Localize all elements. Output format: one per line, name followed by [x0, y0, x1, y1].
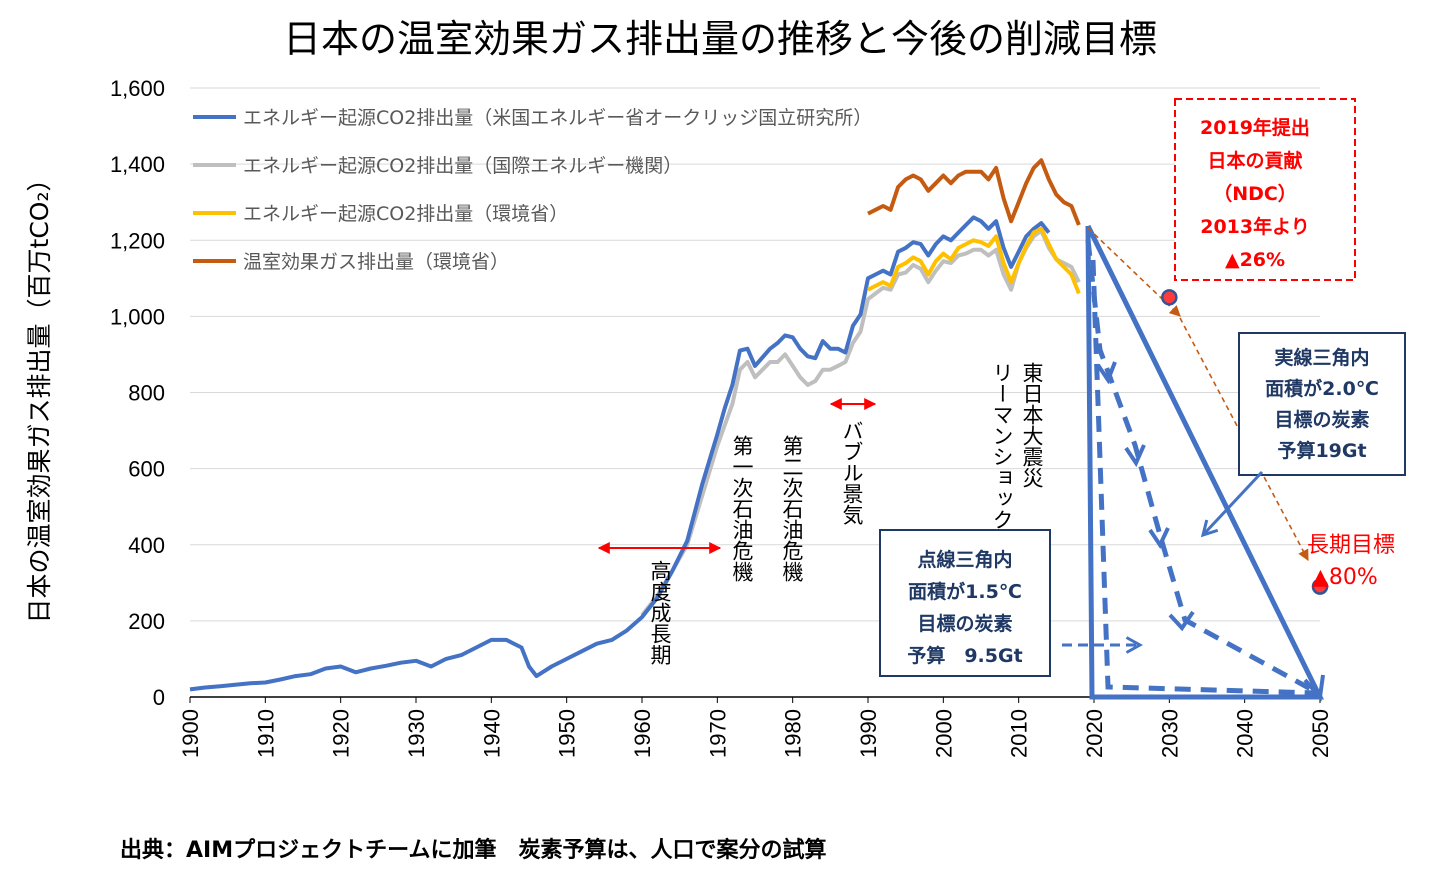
carbon-budget-triangles — [1085, 224, 1325, 702]
ndc-box-text: 2019年提出日本の貢献 （NDC） 2013年より ▲26% — [1200, 116, 1310, 271]
box-line: ▲26% — [1225, 249, 1285, 271]
annotation-kodo-seichoki: 高度成長期 — [648, 560, 672, 665]
legend-entry: エネルギー起源CO2排出量（国際エネルギー機関） — [243, 155, 682, 177]
box-line: 実線三角内 — [1274, 346, 1369, 369]
x-tick-label: 1940 — [479, 709, 504, 758]
annotation-oil-crisis-1: 第一次石油危機 — [730, 435, 754, 582]
dotted-budget-arrowhead-4 — [1168, 610, 1195, 632]
x-tick-label: 1920 — [329, 709, 354, 758]
box-line: 予算19Gt — [1277, 439, 1366, 462]
legend-entry: エネルギー起源CO2排出量（米国エネルギー省オークリッジ国立研究所） — [243, 107, 872, 129]
box-line: 2019年提出 — [1200, 116, 1310, 139]
y-tick-labels: 0 200 400 600 800 1,000 1,200 1,400 1,600 — [110, 76, 165, 710]
box-line: 日本の貢献 — [1207, 149, 1302, 172]
box-line: 点線三角内 — [917, 548, 1012, 571]
x-tick-label: 1990 — [856, 709, 881, 758]
box-line: 面積が2.0℃ — [1265, 377, 1379, 400]
x-tick-label: 1930 — [404, 709, 429, 758]
x-tick-label: 1980 — [781, 709, 806, 758]
annotation-oil-crisis-2: 第二次石油危機 — [780, 435, 804, 582]
y-tick-label: 600 — [128, 457, 165, 482]
solid-budget-box-frame — [1238, 332, 1406, 476]
series-line — [867, 226, 1081, 295]
y-tick-label: 1,600 — [110, 76, 165, 101]
gridlines — [190, 87, 1320, 698]
series-line — [867, 158, 1081, 226]
y-tick-label: 400 — [128, 533, 165, 558]
legend: エネルギー起源CO2排出量（米国エネルギー省オークリッジ国立研究所） エネルギー起… — [193, 107, 872, 273]
x-tick-label: 2040 — [1233, 709, 1258, 758]
dotted-budget-base — [1090, 259, 1319, 696]
target-points — [1161, 289, 1329, 595]
long-term-target-label: 長期目標 — [1307, 533, 1395, 558]
y-tick-label: 0 — [153, 685, 165, 710]
legend-entry: 温室効果ガス排出量（環境省） — [243, 251, 509, 273]
ndc-box-frame — [1174, 98, 1356, 281]
y-tick-label: 200 — [128, 609, 165, 634]
annotation-great-east-japan-quake: 東日本大震災 — [1020, 362, 1044, 488]
y-tick-label: 1,200 — [110, 228, 165, 253]
x-tick-label: 1900 — [178, 709, 203, 758]
dotted-budget-arrowhead-2 — [1124, 444, 1146, 468]
y-axis-label: 日本の温室効果ガス排出量（百万tCO₂） — [25, 167, 54, 624]
box-line: 目標の炭素 — [917, 612, 1012, 635]
ndc-box: 2019年提出日本の貢献 （NDC） 2013年より ▲26% — [1174, 98, 1356, 281]
dotted-budget-arrowhead-3 — [1148, 527, 1170, 550]
x-tick-label: 2050 — [1308, 709, 1333, 758]
box-line: 予算 9.5Gt — [907, 644, 1022, 667]
x-tick-label: 2000 — [931, 709, 956, 758]
x-tick-label: 1950 — [555, 709, 580, 758]
dotted-budget-box-text: 点線三角内面積が1.5℃ 目標の炭素予算 9.5Gt — [907, 548, 1022, 667]
annotation-bubble: バブル景気 — [840, 420, 864, 525]
series-lines — [189, 158, 1081, 692]
box-line: 目標の炭素 — [1274, 408, 1369, 431]
solid-budget-pointer — [1203, 470, 1264, 535]
chart-title: 日本の温室効果ガス排出量の推移と今後の削減目標 — [283, 17, 1157, 61]
y-tick-label: 800 — [128, 381, 165, 406]
x-tick-label: 1960 — [630, 709, 655, 758]
source-note: 出典：AIMプロジェクトチームに加筆 炭素予算は、人口で案分の試算 — [120, 837, 826, 863]
y-tick-label: 1,000 — [110, 304, 165, 329]
series-line — [189, 215, 1051, 692]
solid-budget-box-text: 実線三角内面積が2.0℃ 目標の炭素予算19Gt — [1265, 346, 1379, 462]
target-point — [1311, 578, 1329, 595]
x-tick-label: 1970 — [705, 709, 730, 758]
x-tick-label: 2010 — [1007, 709, 1032, 758]
legend-entry: エネルギー起源CO2排出量（環境省） — [243, 203, 568, 225]
x-tick-labels: 1900 1910 1920 1930 1940 1950 1960 1970 1980 1990… — [178, 697, 1333, 758]
y-tick-label: 1,400 — [110, 152, 165, 177]
x-tick-label: 1910 — [253, 709, 278, 758]
dotted-budget-box-frame — [879, 529, 1051, 677]
box-line: （NDC） — [1213, 182, 1297, 205]
ndc-trend-arrow — [1087, 227, 1181, 317]
dotted-budget-box: 点線三角内面積が1.5℃ 目標の炭素予算 9.5Gt — [879, 529, 1051, 677]
solid-budget-arrow — [1303, 674, 1325, 702]
x-tick-label: 2020 — [1082, 709, 1107, 758]
x-tick-label: 2030 — [1157, 709, 1182, 758]
box-line: 面積が1.5℃ — [908, 580, 1022, 603]
solid-budget-triangle — [1085, 224, 1325, 700]
annotation-lehman: リーマンショック — [990, 362, 1014, 530]
box-line: 2013年より — [1200, 215, 1310, 238]
dotted-budget-triangle — [1085, 239, 1320, 696]
long-term-target-pct: ▲80% — [1312, 565, 1378, 590]
target-point — [1161, 289, 1178, 306]
dotted-budget-arrowhead-1 — [1096, 361, 1117, 385]
solid-budget-box: 実線三角内面積が2.0℃ 目標の炭素予算19Gt — [1238, 332, 1406, 476]
